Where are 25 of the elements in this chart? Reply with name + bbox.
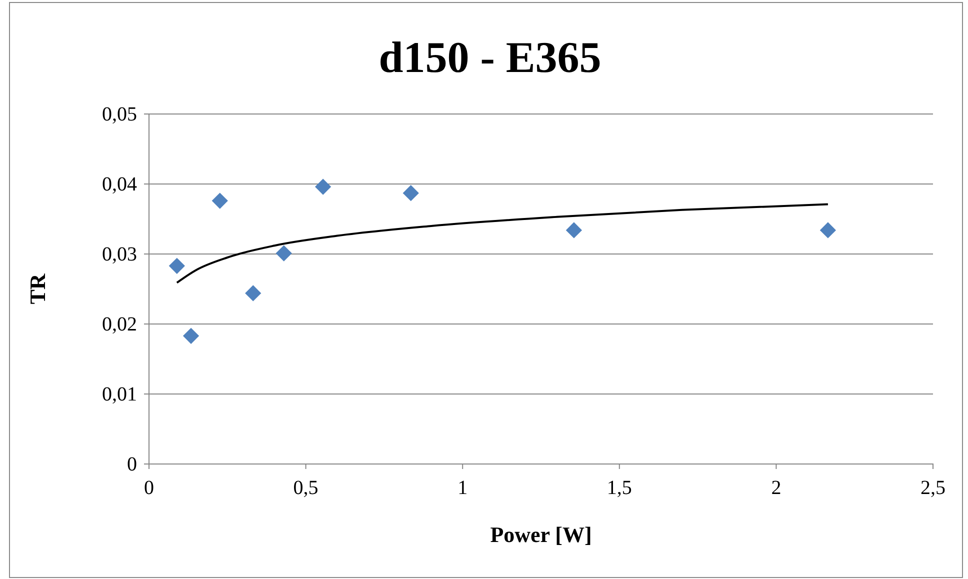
y-tick-label: 0,03: [102, 243, 137, 266]
x-tick-label: 2: [771, 477, 782, 499]
x-tick-label: 2,5: [920, 477, 946, 499]
point: [820, 222, 836, 238]
chart-title: d150 - E365: [378, 33, 602, 82]
y-tick-label: 0: [127, 453, 137, 476]
point: [168, 258, 185, 274]
y-tick-label: 0,04: [102, 173, 137, 196]
point: [402, 185, 419, 202]
y-tick-label: 0,05: [102, 103, 137, 126]
y-tick-label: 0,01: [102, 383, 137, 406]
x-tick-label: 1: [458, 477, 468, 499]
point: [566, 222, 582, 238]
x-axis-title: Power [W]: [490, 522, 592, 547]
point: [182, 328, 200, 344]
y-tick-label: 0,02: [102, 313, 137, 336]
line-series: [176, 203, 829, 284]
point: [276, 245, 292, 262]
x-tick-label: 0,5: [293, 477, 318, 499]
x-tick-label: 1,5: [606, 477, 632, 499]
point: [314, 178, 332, 195]
y-axis-title: TR: [25, 272, 50, 304]
point: [212, 192, 228, 209]
x-tick-label: 0: [144, 477, 154, 499]
point: [245, 285, 262, 302]
